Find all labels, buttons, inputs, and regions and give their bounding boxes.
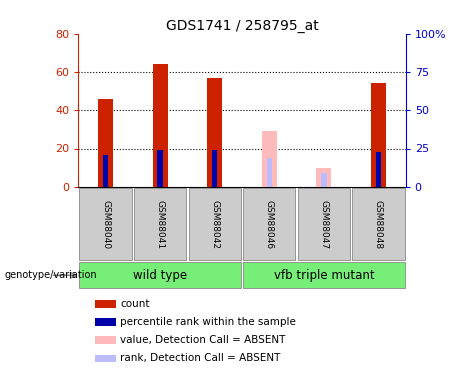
Bar (316, 168, 331, 187)
Text: genotype/variation: genotype/variation (5, 270, 97, 280)
Bar (134, 188, 186, 260)
Text: percentile rank within the sample: percentile rank within the sample (120, 317, 296, 327)
Text: GSM88048: GSM88048 (374, 200, 383, 249)
Bar (95, 336, 116, 344)
Bar (103, 154, 108, 187)
Bar (243, 262, 405, 288)
Bar (298, 188, 350, 260)
Text: GSM88040: GSM88040 (101, 200, 110, 249)
Title: GDS1741 / 258795_at: GDS1741 / 258795_at (165, 19, 319, 33)
Text: rank, Detection Call = ABSENT: rank, Detection Call = ABSENT (120, 353, 281, 363)
Text: wild type: wild type (133, 269, 187, 282)
Bar (321, 173, 326, 187)
Bar (262, 131, 277, 187)
Bar (95, 300, 116, 307)
Bar (376, 152, 381, 187)
Bar (95, 318, 116, 326)
Text: vfb triple mutant: vfb triple mutant (273, 269, 374, 282)
Text: GSM88047: GSM88047 (319, 200, 328, 249)
Bar (153, 64, 168, 187)
Text: GSM88042: GSM88042 (210, 200, 219, 249)
Bar (212, 150, 218, 187)
Text: GSM88046: GSM88046 (265, 200, 274, 249)
Bar (79, 262, 241, 288)
Bar (79, 188, 132, 260)
Bar (371, 84, 386, 187)
Bar (352, 188, 405, 260)
Bar (266, 158, 272, 187)
Text: count: count (120, 298, 150, 309)
Bar (98, 99, 113, 187)
Bar (189, 188, 241, 260)
Bar (158, 150, 163, 187)
Bar (243, 188, 296, 260)
Text: GSM88041: GSM88041 (156, 200, 165, 249)
Bar (95, 355, 116, 362)
Text: value, Detection Call = ABSENT: value, Detection Call = ABSENT (120, 335, 286, 345)
Bar (207, 78, 222, 187)
